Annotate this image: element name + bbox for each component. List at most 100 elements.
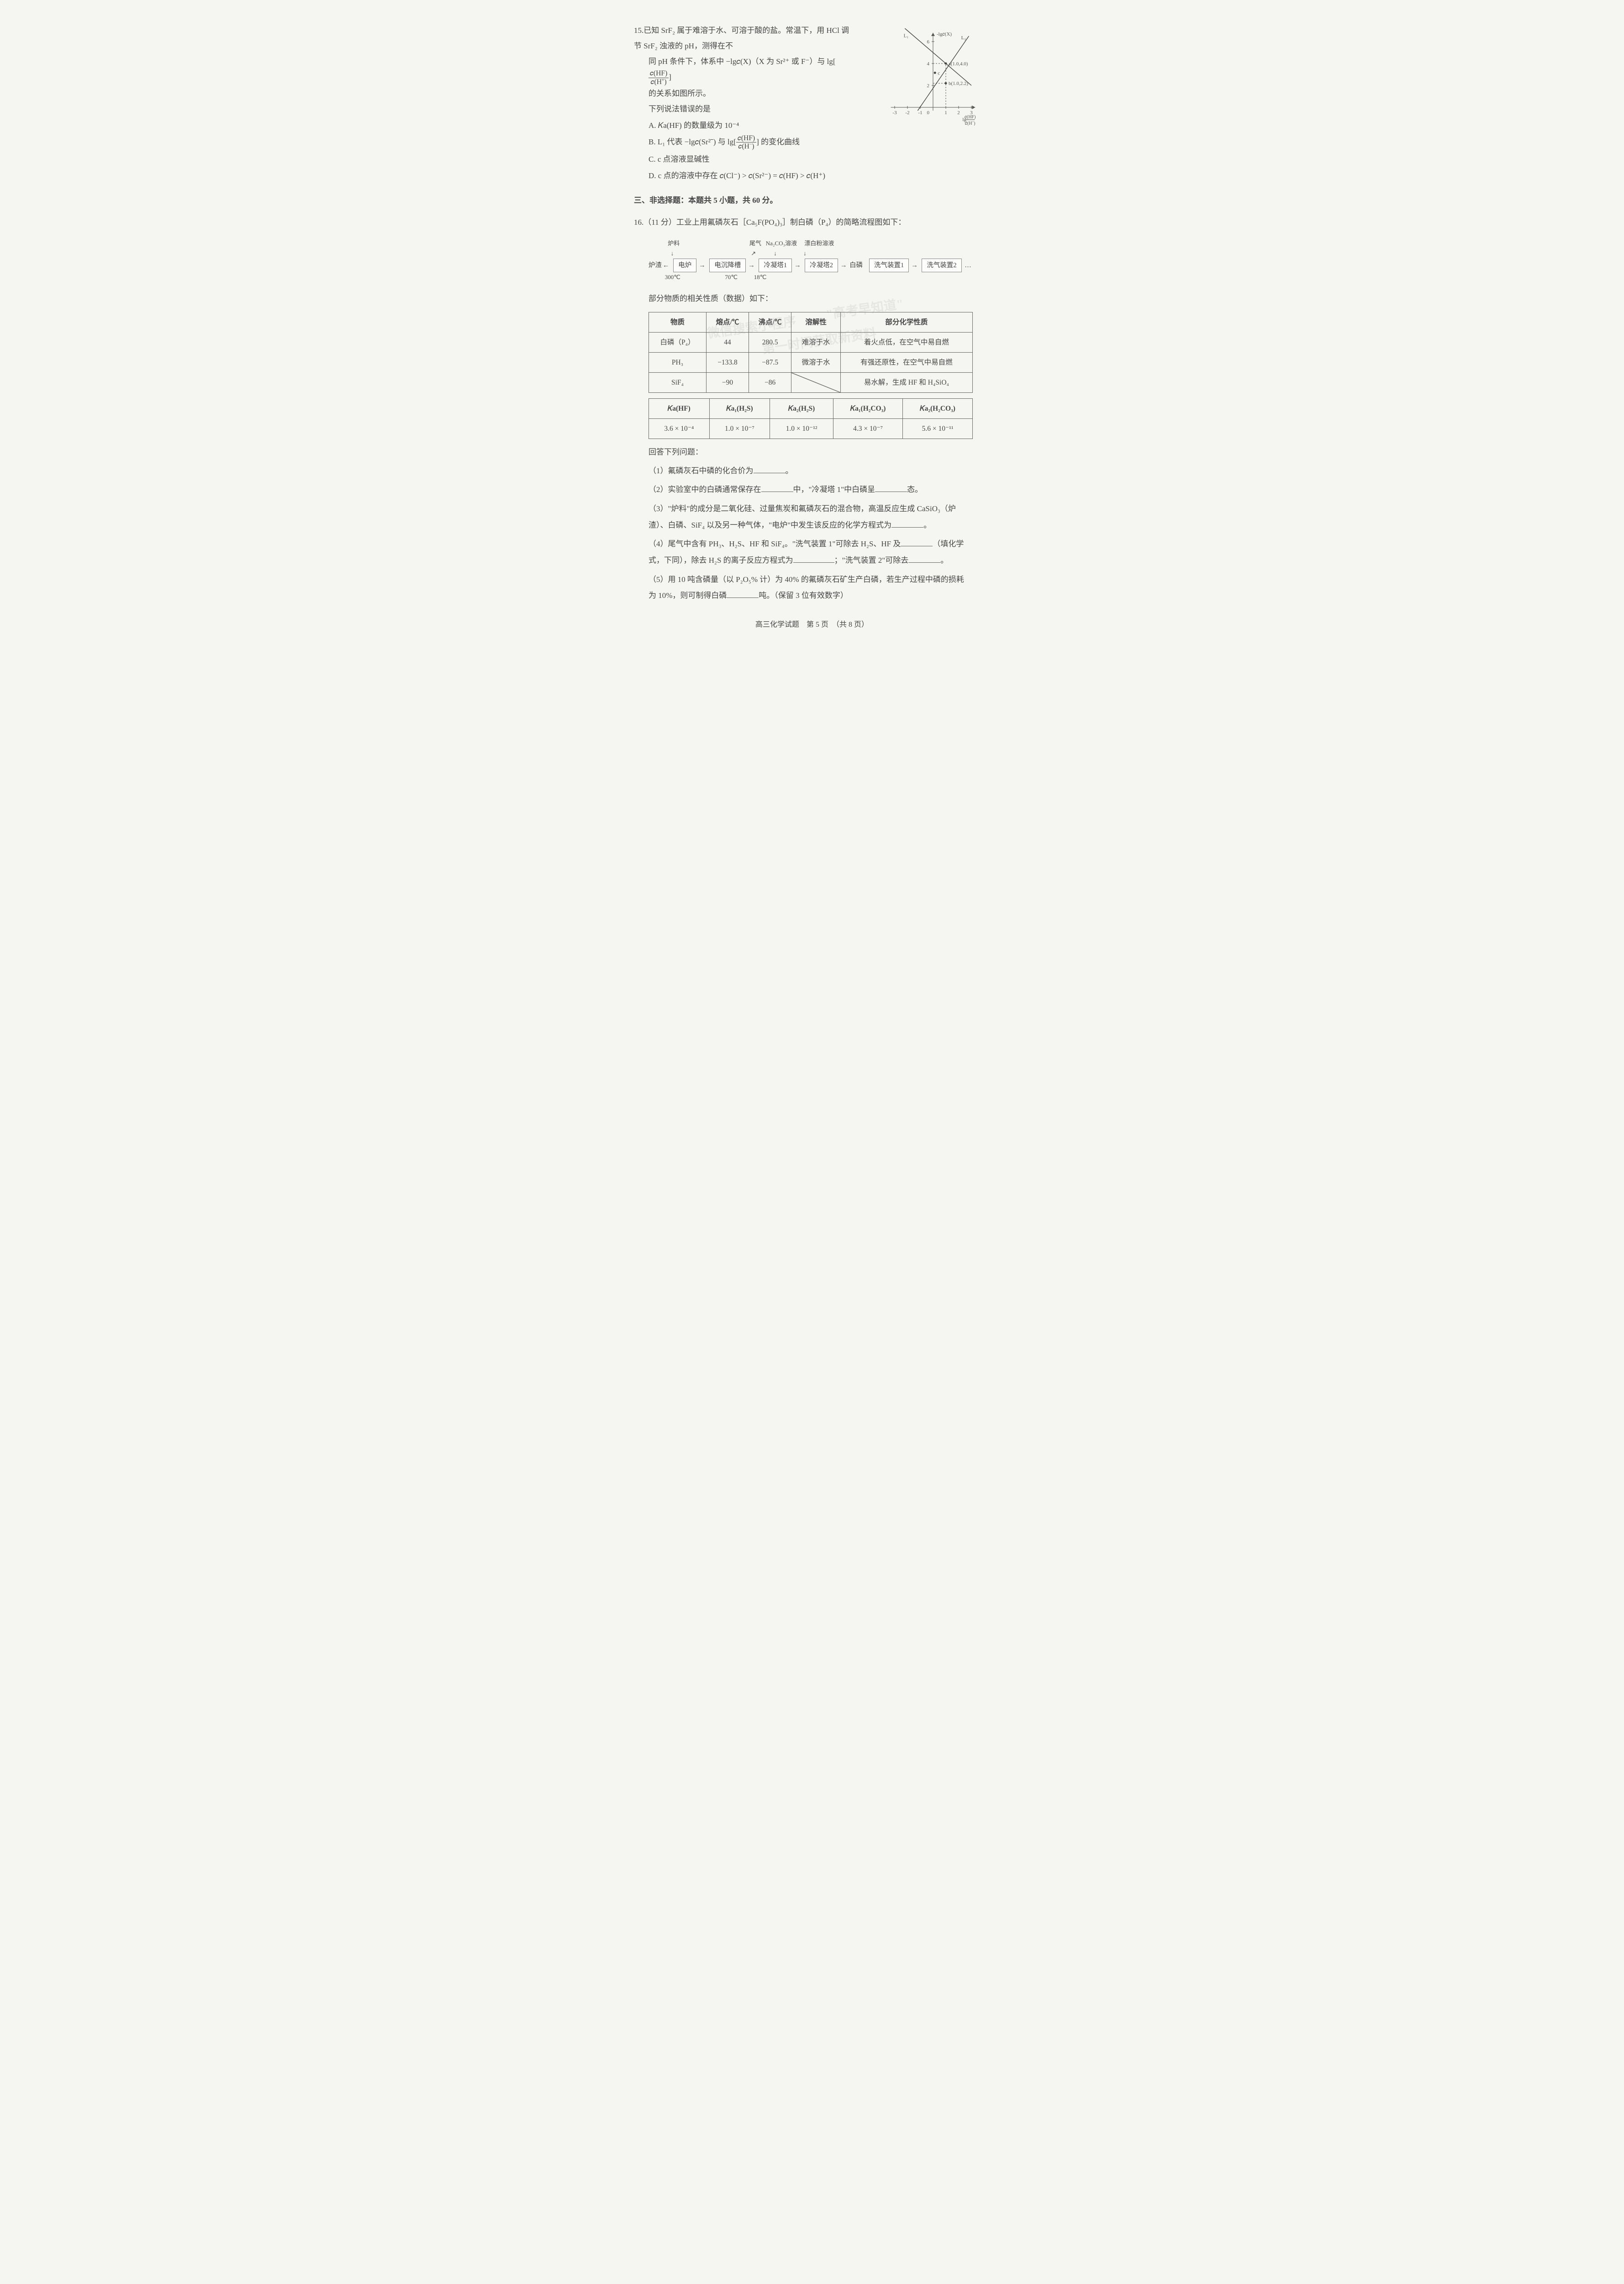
flow-label: Na₂CO₃溶液: [766, 240, 797, 247]
table-cell: 44: [706, 332, 749, 352]
table-row: 𝐾a(HF)𝐾a₁(H₂S)𝐾a₂(H₂S)𝐾a₁(H₂CO₃)𝐾a₂(H₂CO…: [649, 398, 973, 418]
svg-text:-1: -1: [918, 110, 922, 116]
subq-text: ；"洗气装置 2"可除去: [834, 556, 909, 565]
flow-box: 洗气装置1: [869, 259, 909, 273]
table-cell: 着火点低，在空气中易自燃: [841, 332, 973, 352]
table-header: 𝐾a(HF): [649, 398, 710, 418]
table-cell: 4.3 × 10⁻⁷: [833, 418, 902, 439]
answer-blank[interactable]: [754, 465, 786, 473]
subq-text: 式，下同），除去 H₂S 的离子反应方程式为: [649, 556, 793, 565]
svg-text:a(1.0,4.0): a(1.0,4.0): [949, 61, 968, 67]
svg-text:b(1.0,2.2): b(1.0,2.2): [949, 81, 968, 86]
question-15: 15.已知 SrF₂ 属于难溶于水、可溶于酸的盐。常温下，用 HCl 调节 Sr…: [634, 23, 990, 184]
subq-text: 态。: [907, 485, 923, 494]
option-d: D. c 点的溶液中存在 𝑐(Cl⁻) > 𝑐(Sr²⁻) = 𝑐(HF) > …: [634, 168, 851, 184]
option-b: B. L₁ 代表 −lg𝑐(Sr²⁻) 与 lg[𝑐(HF)𝑐(H⁻)] 的变化…: [634, 134, 851, 151]
flow-label: 炉料: [668, 240, 680, 247]
process-flow-diagram: 炉料 尾气 Na₂CO₃溶液 漂白粉溶液 ↓ ↗: [649, 238, 990, 283]
table-body: 白磷（P₄）44280.5难溶于水着火点低，在空气中易自燃PH₃−133.8−8…: [649, 332, 973, 392]
subquestion-1: （1）氟磷灰石中磷的化合价为。: [634, 463, 990, 479]
svg-text:1: 1: [944, 110, 947, 116]
answer-blank[interactable]: [901, 538, 933, 547]
q15-stem-line1: 15.已知 SrF₂ 属于难溶于水、可溶于酸的盐。常温下，用 HCl 调节 Sr…: [634, 23, 851, 54]
fraction-numerator: 𝑐(HF): [649, 69, 669, 78]
q15-stem-fragment: ]: [669, 73, 671, 81]
table-cell: 1.0 × 10⁻¹²: [770, 418, 833, 439]
answer-blank[interactable]: [793, 554, 834, 563]
flow-box: 洗气装置2: [922, 259, 961, 273]
answer-blank[interactable]: [727, 590, 759, 598]
q15-stem-line3: 的关系如图所示。: [634, 86, 851, 101]
data-intro: 部分物质的相关性质（数据）如下：: [634, 291, 990, 307]
flow-sublabel: 300℃: [665, 274, 680, 280]
svg-text:0: 0: [927, 110, 930, 116]
svg-text:6: 6: [927, 39, 930, 45]
q15-prompt: 下列说法错误的是: [634, 101, 851, 117]
page-container: "高考早知道" 微信搜索小程序 第一时间获取新资料 15.已知 SrF₂ 属于难…: [634, 23, 990, 632]
svg-text:c: c: [938, 70, 940, 76]
table-header: 𝐾a₁(H₂CO₃): [833, 398, 902, 418]
subq-text: 为 10%，则可制得白磷: [649, 591, 727, 600]
flow-label: 白磷: [849, 262, 863, 269]
table-body: 3.6 × 10⁻⁴1.0 × 10⁻⁷1.0 × 10⁻¹²4.3 × 10⁻…: [649, 418, 973, 439]
answer-blank[interactable]: [908, 554, 940, 563]
q15-stem-text: 已知 SrF₂ 属于难溶于水、可溶于酸的盐。常温下，用 HCl 调节 SrF₂ …: [634, 26, 849, 50]
svg-text:-lg𝑐(X): -lg𝑐(X): [937, 32, 952, 37]
table-header: 熔点/℃: [706, 312, 749, 332]
fraction: 𝑐(HF)𝑐(H⁻): [736, 134, 756, 150]
option-b-text: B. L₁ 代表 −lg𝑐(Sr²⁻) 与 lg[: [649, 137, 736, 146]
table-cell: [791, 372, 841, 392]
table-row: SiF₄−90−86易水解，生成 HF 和 H₄SiO₄: [649, 372, 973, 392]
svg-text:𝑐(HF): 𝑐(HF): [965, 115, 976, 120]
subq-text: 。: [923, 521, 931, 529]
table-row: 3.6 × 10⁻⁴1.0 × 10⁻⁷1.0 × 10⁻¹²4.3 × 10⁻…: [649, 418, 973, 439]
table-cell: −86: [749, 372, 791, 392]
q15-stem-line2: 同 pH 条件下，体系中 −lg𝑐(X)（X 为 Sr²⁺ 或 F⁻）与 lg[…: [634, 54, 851, 86]
option-b-text: ] 的变化曲线: [756, 137, 800, 146]
table-cell: SiF₄: [649, 372, 707, 392]
table-header: 𝐾a₂(H₂S): [770, 398, 833, 418]
table-cell: 3.6 × 10⁻⁴: [649, 418, 710, 439]
subq-text: 渣）、白磷、SiF₄ 以及另一种气体，"电炉"中发生该反应的化学方程式为: [649, 521, 891, 529]
table-row: 白磷（P₄）44280.5难溶于水着火点低，在空气中易自燃: [649, 332, 973, 352]
table-header: 溶解性: [791, 312, 841, 332]
q15-text: 15.已知 SrF₂ 属于难溶于水、可溶于酸的盐。常温下，用 HCl 调节 Sr…: [634, 23, 851, 184]
flow-arrows-top: ↓ ↗ ↓ ↓: [649, 248, 990, 259]
subq-text: （2）实验室中的白磷通常保存在: [649, 485, 761, 494]
arrow-icon: →: [794, 260, 801, 271]
answer-blank[interactable]: [761, 484, 793, 492]
subquestion-2: （2）实验室中的白磷通常保存在 中，"冷凝塔 1"中白磷呈 态。: [634, 481, 990, 498]
q16-stem-text: （11 分）工业上用氟磷灰石［Ca₅F(PO₄)₃］制白磷（P₄）的简略流程图如…: [643, 218, 906, 227]
table-cell: −87.5: [749, 352, 791, 372]
svg-text:4: 4: [927, 61, 930, 67]
answer-blank[interactable]: [891, 519, 923, 528]
table-cell: 1.0 × 10⁻⁷: [709, 418, 770, 439]
subquestion-3: （3）"炉料"的成分是二氧化硅、过量焦炭和氟磷灰石的混合物，高温反应生成 CaS…: [634, 501, 990, 533]
q16-number: 16.: [634, 218, 643, 227]
option-c: C. c 点溶液显碱性: [634, 152, 851, 167]
table-head: 物质熔点/℃沸点/℃溶解性部分化学性质: [649, 312, 973, 332]
arrow-icon: →: [748, 260, 755, 271]
flow-label: 尾气: [749, 240, 761, 247]
option-a: A. 𝐾a(HF) 的数量级为 10⁻⁴: [634, 118, 851, 133]
q15-graph: -3-2-11232460ca(1.0,4.0)b(1.0,2.2)L₁L₂-l…: [885, 25, 990, 130]
flow-bottom-labels: 300℃ 70℃ 18℃: [649, 272, 990, 282]
table-row: PH₃−133.8−87.5微溶于水有强还原性，在空气中易自燃: [649, 352, 973, 372]
subq-text: （填化学: [933, 539, 964, 548]
fraction-denominator: 𝑐(H⁻): [736, 143, 756, 150]
flow-box: 电炉: [673, 259, 696, 273]
flow-box: 冷凝塔1: [759, 259, 792, 273]
table-row: 物质熔点/℃沸点/℃溶解性部分化学性质: [649, 312, 973, 332]
flow-label: 炉渣: [649, 262, 662, 269]
table-cell: 5.6 × 10⁻¹¹: [903, 418, 972, 439]
subquestion-5: （5）用 10 吨含磷量（以 P₂O₅% 计）为 40% 的氟磷灰石矿生产白磷，…: [634, 571, 990, 604]
arrow-icon: →: [840, 260, 847, 271]
arrow-icon: ←: [663, 260, 670, 271]
svg-text:-3: -3: [892, 110, 897, 116]
question-16: 16.（11 分）工业上用氟磷灰石［Ca₅F(PO₄)₃］制白磷（P₄）的简略流…: [634, 215, 990, 604]
svg-text:2: 2: [957, 110, 960, 116]
subq-text: （3）"炉料"的成分是二氧化硅、过量焦炭和氟磷灰石的混合物，高温反应生成 CaS…: [649, 504, 956, 513]
subq-text: 中，"冷凝塔 1"中白磷呈: [793, 485, 875, 494]
answer-blank[interactable]: [875, 484, 907, 492]
svg-text:2: 2: [927, 83, 930, 89]
